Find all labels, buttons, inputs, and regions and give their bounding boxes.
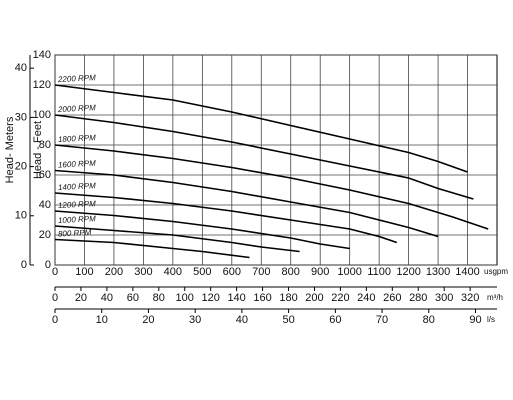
x-tick-label: 600 [223,266,241,278]
curve-label: 1800 RPM [58,133,97,144]
x3-tick-label: 10 [96,314,108,326]
y2-tick-label: 40 [15,62,27,74]
y2-tick-label: 30 [15,111,27,123]
x2-tick-label: 0 [52,292,58,304]
x2-tick-label: 180 [279,292,297,304]
x3-tick-label: 40 [236,314,248,326]
x-tick-label: 500 [193,266,211,278]
pump-curve [54,238,250,259]
x2-tick-label: 280 [409,292,427,304]
y2-tick-label: 0 [21,259,27,271]
x2-tick-label: 240 [357,292,375,304]
x3-tick-label: 60 [329,314,341,326]
x-tick-label: 300 [134,266,152,278]
x3-tick-label: 50 [282,314,294,326]
x-tick-label: 1100 [367,266,391,278]
y2-axis-label: Head- Meters [4,116,16,183]
curve-label: 1400 RPM [58,181,97,192]
x-tick-label: 800 [282,266,300,278]
x2-tick-label: 200 [305,292,323,304]
x2-tick-label: 120 [201,292,219,304]
x2-tick-label: 40 [101,292,113,304]
x2-tick-label: 300 [435,292,453,304]
pump-curve [54,144,489,230]
x2-tick-label: 140 [227,292,245,304]
x2-tick-label: 320 [461,292,479,304]
x3-axis-label: l/s [487,315,495,324]
y-axis-label: Head - Feet [32,121,44,179]
x3-tick-label: 80 [423,314,435,326]
x-tick-label: 1200 [396,266,420,278]
x-tick-label: 1400 [455,266,479,278]
x-axis-label: usgpm [484,267,508,276]
x3-tick-label: 20 [142,314,154,326]
pump-curve [54,84,468,173]
curve-label: 800 RPM [58,228,92,239]
x2-tick-label: 220 [331,292,349,304]
x2-tick-label: 20 [75,292,87,304]
y2-tick-label: 10 [15,210,27,222]
y-tick-label: 80 [39,139,51,151]
y-tick-label: 40 [39,199,51,211]
curve-label: 2200 RPM [57,73,97,84]
pump-curve [54,210,350,250]
pump-curve [54,114,474,200]
y-tick-label: 140 [33,49,51,61]
x3-tick-label: 90 [469,314,481,326]
y2-tick-label: 20 [15,160,27,172]
y-tick-label: 100 [33,109,51,121]
x3-tick-label: 30 [189,314,201,326]
x-tick-label: 200 [105,266,123,278]
x2-tick-label: 160 [253,292,271,304]
y-tick-label: 20 [39,229,51,241]
x-tick-label: 1000 [337,266,361,278]
x2-axis-label: m³/h [487,293,503,302]
curve-label: 1200 RPM [58,199,97,210]
pump-curve [54,192,398,244]
y-tick-label: 60 [39,169,51,181]
x2-tick-label: 100 [176,292,194,304]
x-tick-label: 1300 [426,266,450,278]
curve-label: 1000 RPM [58,214,97,225]
curve-label: 1600 RPM [58,159,97,170]
x-tick-label: 100 [75,266,93,278]
x3-tick-label: 0 [52,314,58,326]
pump-curve [54,225,300,253]
curve-label: 2000 RPM [57,103,97,114]
x2-tick-label: 80 [153,292,165,304]
pump-curve [54,169,439,238]
y-tick-label: 0 [45,259,51,271]
x-tick-label: 0 [52,266,58,278]
x2-tick-label: 60 [127,292,139,304]
y-tick-label: 120 [33,79,51,91]
x-tick-label: 700 [252,266,270,278]
x-tick-label: 400 [164,266,182,278]
x3-tick-label: 70 [376,314,388,326]
x2-tick-label: 260 [383,292,401,304]
x-tick-label: 900 [311,266,329,278]
